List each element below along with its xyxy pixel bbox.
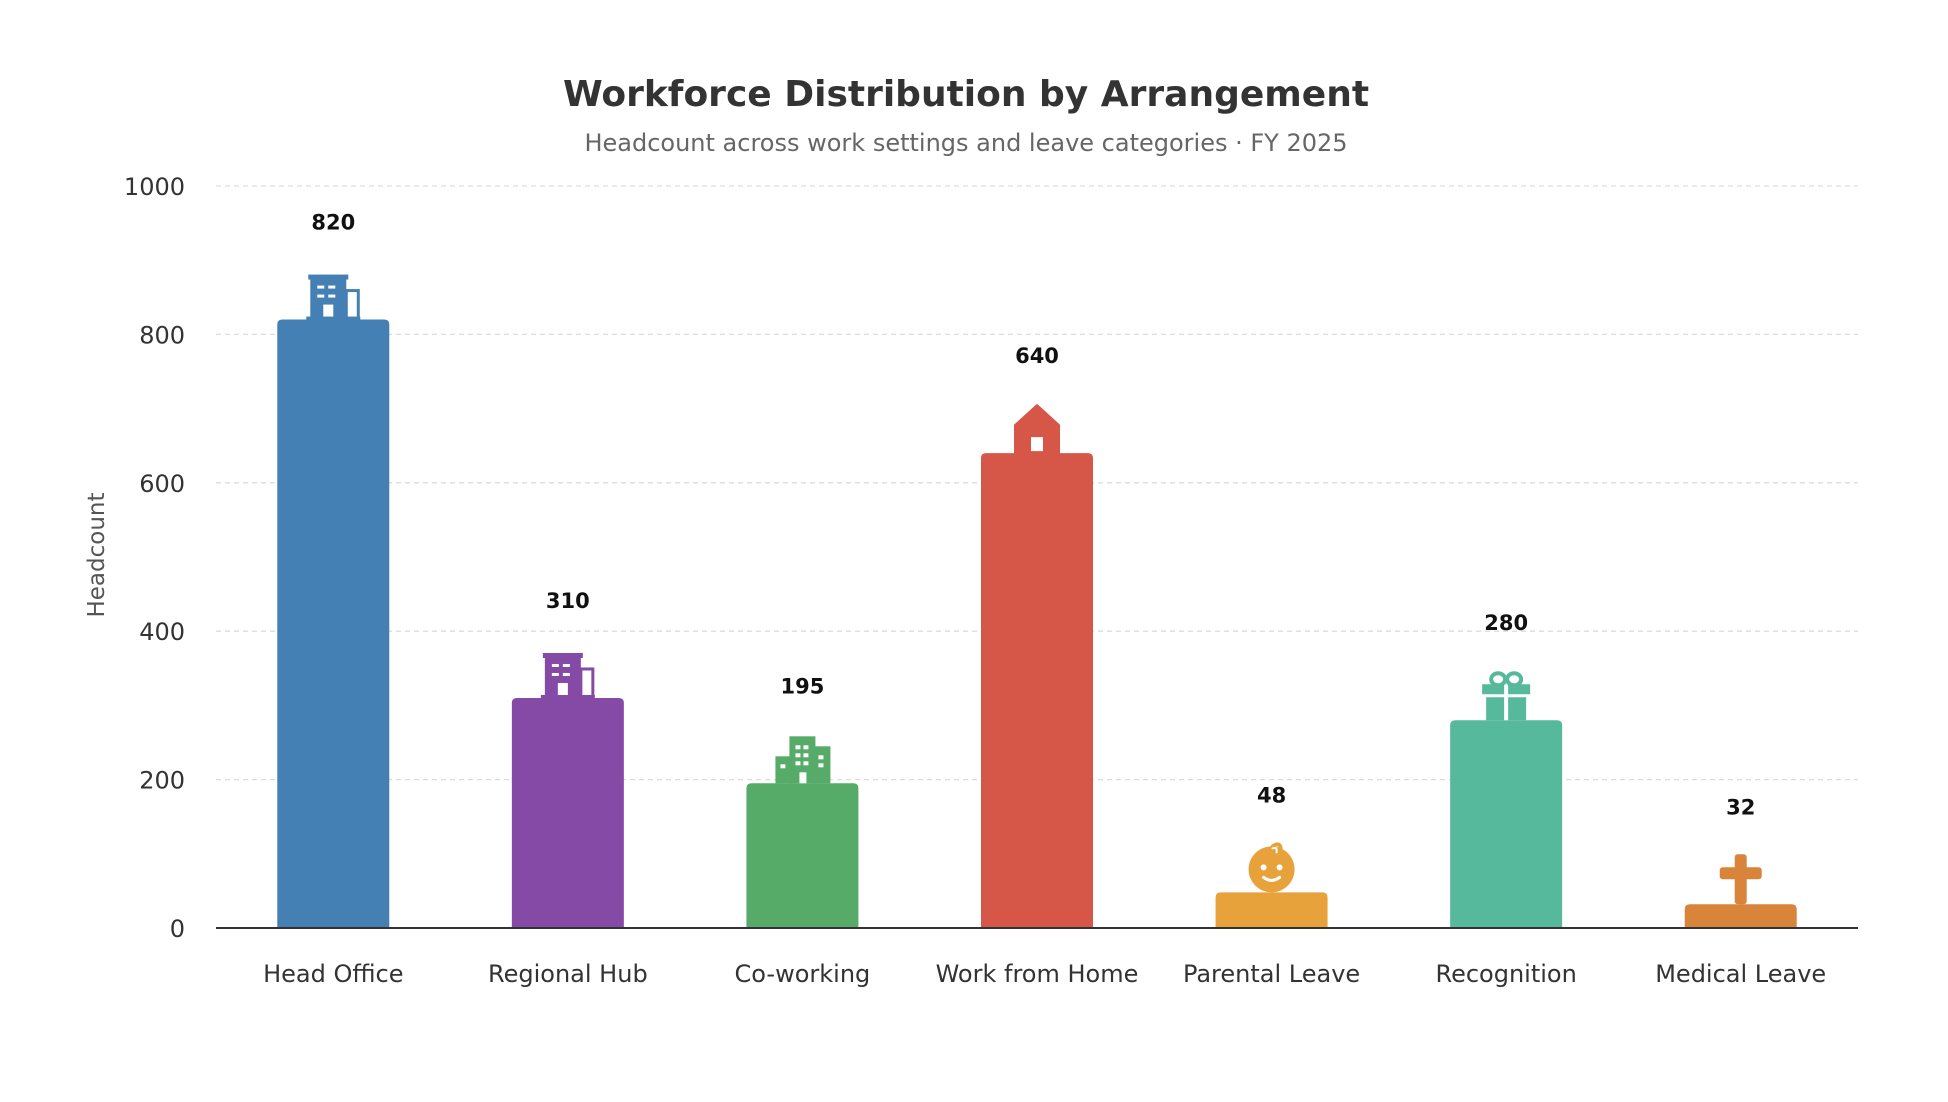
y-tick-label: 600 xyxy=(139,470,185,498)
data-label: 48 xyxy=(1257,783,1286,807)
y-tick-label: 0 xyxy=(170,915,185,943)
x-tick-label: Parental Leave xyxy=(1183,960,1360,988)
x-tick-label: Work from Home xyxy=(936,960,1139,988)
bar xyxy=(1215,892,1328,928)
chart-subtitle: Headcount across work settings and leave… xyxy=(584,129,1347,157)
bars-layer xyxy=(277,274,1797,928)
data-label: 640 xyxy=(1015,344,1059,368)
bar xyxy=(277,319,390,928)
bar xyxy=(1684,904,1797,928)
x-tick-label: Recognition xyxy=(1435,960,1576,988)
x-tick-label: Co-working xyxy=(735,960,871,988)
city-buildings-icon xyxy=(775,736,831,784)
labels-layer: 0 200 400 600 800 1000 820 Head Office 310 Region… xyxy=(124,173,1826,988)
chart-title: Workforce Distribution by Arrangement xyxy=(563,74,1369,115)
data-label: 280 xyxy=(1484,611,1528,635)
bar xyxy=(981,453,1093,928)
data-label: 195 xyxy=(781,674,825,698)
y-tick-label: 200 xyxy=(139,767,185,795)
bar xyxy=(1450,720,1563,928)
house-icon xyxy=(1014,404,1060,455)
data-label: 310 xyxy=(546,589,590,613)
bar xyxy=(511,697,624,928)
x-tick-label: Medical Leave xyxy=(1655,960,1826,988)
x-tick-label: Regional Hub xyxy=(488,960,648,988)
medical-cross-icon xyxy=(1719,854,1762,905)
bar xyxy=(746,783,859,928)
office-building-icon xyxy=(540,652,595,700)
y-tick-label: 400 xyxy=(139,618,185,646)
y-axis-title: Headcount xyxy=(84,492,110,617)
data-label: 820 xyxy=(311,211,355,235)
data-label: 32 xyxy=(1726,795,1755,819)
x-tick-label: Head Office xyxy=(263,960,403,988)
y-tick-label: 800 xyxy=(139,321,185,349)
gift-icon xyxy=(1482,671,1531,721)
y-tick-label: 1000 xyxy=(124,173,185,201)
baby-icon xyxy=(1248,842,1295,893)
office-building-icon xyxy=(306,274,361,322)
